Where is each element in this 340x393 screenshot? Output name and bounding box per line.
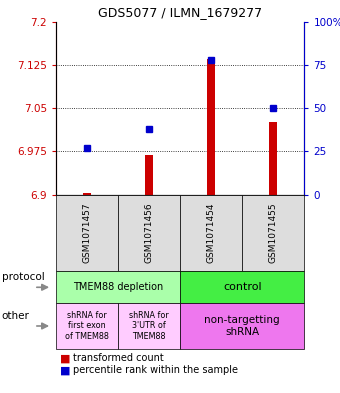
Text: ■: ■ [59,353,70,364]
Bar [269,123,277,195]
Text: non-targetting
shRNA: non-targetting shRNA [204,315,280,337]
Text: percentile rank within the sample: percentile rank within the sample [73,365,238,375]
Text: GSM1071456: GSM1071456 [145,202,154,263]
Text: other: other [2,311,30,321]
Text: GSM1071454: GSM1071454 [207,203,216,263]
Text: protocol: protocol [2,272,45,283]
Text: control: control [223,282,261,292]
Title: GDS5077 / ILMN_1679277: GDS5077 / ILMN_1679277 [98,6,262,19]
Text: shRNA for
first exon
of TMEM88: shRNA for first exon of TMEM88 [65,311,109,341]
Text: GSM1071455: GSM1071455 [269,202,278,263]
Bar [207,59,215,195]
Text: transformed count: transformed count [73,353,164,364]
Text: shRNA for
3'UTR of
TMEM88: shRNA for 3'UTR of TMEM88 [129,311,169,341]
Bar [145,155,153,195]
Bar [83,193,91,195]
Text: ■: ■ [59,365,70,375]
Text: TMEM88 depletion: TMEM88 depletion [73,282,163,292]
Text: GSM1071457: GSM1071457 [83,202,91,263]
